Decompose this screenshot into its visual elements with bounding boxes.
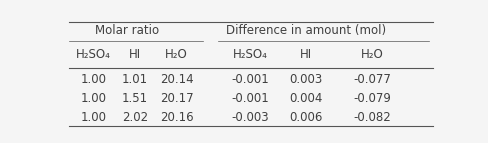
Text: -0.079: -0.079 — [352, 92, 390, 105]
Text: HI: HI — [129, 47, 141, 60]
Text: 2.02: 2.02 — [122, 111, 148, 124]
Text: 1.01: 1.01 — [122, 73, 148, 86]
Text: 0.006: 0.006 — [288, 111, 322, 124]
Text: H₂O: H₂O — [360, 47, 383, 60]
Text: 1.00: 1.00 — [80, 111, 106, 124]
Text: H₂SO₄: H₂SO₄ — [233, 47, 267, 60]
Text: HI: HI — [299, 47, 311, 60]
Text: 20.16: 20.16 — [160, 111, 193, 124]
Text: Molar ratio: Molar ratio — [95, 24, 159, 37]
Text: -0.003: -0.003 — [231, 111, 269, 124]
Text: H₂O: H₂O — [165, 47, 188, 60]
Text: H₂SO₄: H₂SO₄ — [76, 47, 111, 60]
Text: 20.14: 20.14 — [160, 73, 193, 86]
Text: 1.51: 1.51 — [122, 92, 148, 105]
Text: 20.17: 20.17 — [160, 92, 193, 105]
Text: 1.00: 1.00 — [80, 92, 106, 105]
Text: 0.003: 0.003 — [288, 73, 322, 86]
Text: -0.001: -0.001 — [231, 92, 269, 105]
Text: 1.00: 1.00 — [80, 73, 106, 86]
Text: -0.001: -0.001 — [231, 73, 269, 86]
Text: -0.082: -0.082 — [352, 111, 390, 124]
Text: -0.077: -0.077 — [352, 73, 390, 86]
Text: 0.004: 0.004 — [288, 92, 322, 105]
Text: Difference in amount (mol): Difference in amount (mol) — [225, 24, 385, 37]
